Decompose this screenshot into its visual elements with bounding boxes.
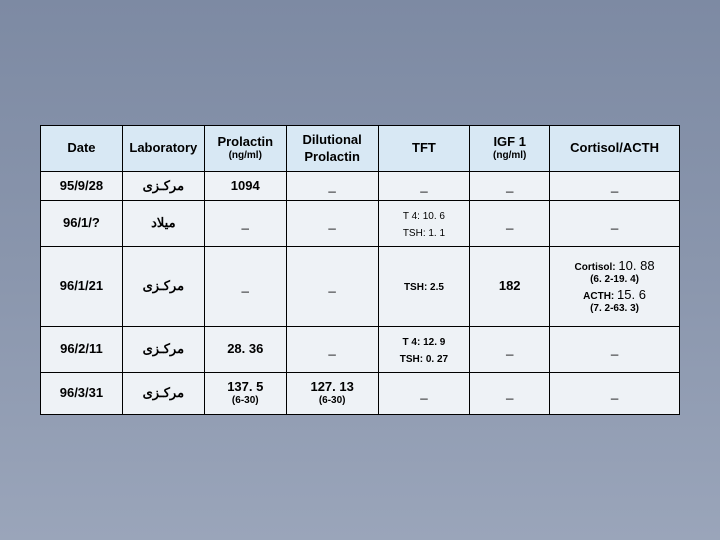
cell-date: 96/3/31 xyxy=(41,373,123,415)
cell-lab: مرکـزی xyxy=(122,247,204,327)
cell-tft: T 4: 12. 9 TSH: 0. 27 xyxy=(378,327,470,373)
table-row: 96/1/? میلاد _ _ T 4: 10. 6 TSH: 1. 1 _ … xyxy=(41,201,680,247)
header-igf1: IGF 1 (ng/ml) xyxy=(470,126,550,172)
header-row: Date Laboratory Prolactin (ng/ml) Diluti… xyxy=(41,126,680,172)
cell-date: 95/9/28 xyxy=(41,171,123,200)
cell-cortisol: _ xyxy=(550,327,680,373)
cell-tft: _ xyxy=(378,171,470,200)
cell-prolactin: _ xyxy=(204,247,286,327)
cell-igf1: _ xyxy=(470,327,550,373)
cell-prolactin: 1094 xyxy=(204,171,286,200)
cell-prolactin: 28. 36 xyxy=(204,327,286,373)
cell-cortisol: _ xyxy=(550,373,680,415)
cell-cortisol: Cortisol: 10. 88 (6. 2-19. 4) ACTH: 15. … xyxy=(550,247,680,327)
header-date: Date xyxy=(41,126,123,172)
cell-dilutional: _ xyxy=(286,327,378,373)
header-cortisol-acth: Cortisol/ACTH xyxy=(550,126,680,172)
cell-tft: T 4: 10. 6 TSH: 1. 1 xyxy=(378,201,470,247)
cell-date: 96/1/21 xyxy=(41,247,123,327)
cell-dilutional: _ xyxy=(286,171,378,200)
cell-igf1: _ xyxy=(470,171,550,200)
cell-lab: مرکـزی xyxy=(122,171,204,200)
cell-lab: میلاد xyxy=(122,201,204,247)
cell-igf1: _ xyxy=(470,201,550,247)
header-laboratory: Laboratory xyxy=(122,126,204,172)
cell-prolactin: _ xyxy=(204,201,286,247)
lab-results-table-container: Date Laboratory Prolactin (ng/ml) Diluti… xyxy=(40,125,680,415)
table-row: 95/9/28 مرکـزی 1094 _ _ _ _ xyxy=(41,171,680,200)
cell-cortisol: _ xyxy=(550,201,680,247)
lab-results-table: Date Laboratory Prolactin (ng/ml) Diluti… xyxy=(40,125,680,415)
cell-dilutional: _ xyxy=(286,247,378,327)
cell-cortisol: _ xyxy=(550,171,680,200)
cell-prolactin: 137. 5 (6-30) xyxy=(204,373,286,415)
header-prolactin: Prolactin (ng/ml) xyxy=(204,126,286,172)
cell-lab: مرکـزی xyxy=(122,327,204,373)
header-tft: TFT xyxy=(378,126,470,172)
cell-igf1: _ xyxy=(470,373,550,415)
cell-date: 96/1/? xyxy=(41,201,123,247)
table-row: 96/1/21 مرکـزی _ _ TSH: 2.5 182 Cortisol… xyxy=(41,247,680,327)
cell-tft: TSH: 2.5 xyxy=(378,247,470,327)
cell-igf1: 182 xyxy=(470,247,550,327)
table-row: 96/3/31 مرکـزی 137. 5 (6-30) 127. 13 (6-… xyxy=(41,373,680,415)
cell-dilutional: _ xyxy=(286,201,378,247)
cell-dilutional: 127. 13 (6-30) xyxy=(286,373,378,415)
cell-date: 96/2/11 xyxy=(41,327,123,373)
header-dilutional-prolactin: Dilutional Prolactin xyxy=(286,126,378,172)
cell-lab: مرکـزی xyxy=(122,373,204,415)
cell-tft: _ xyxy=(378,373,470,415)
table-row: 96/2/11 مرکـزی 28. 36 _ T 4: 12. 9 TSH: … xyxy=(41,327,680,373)
